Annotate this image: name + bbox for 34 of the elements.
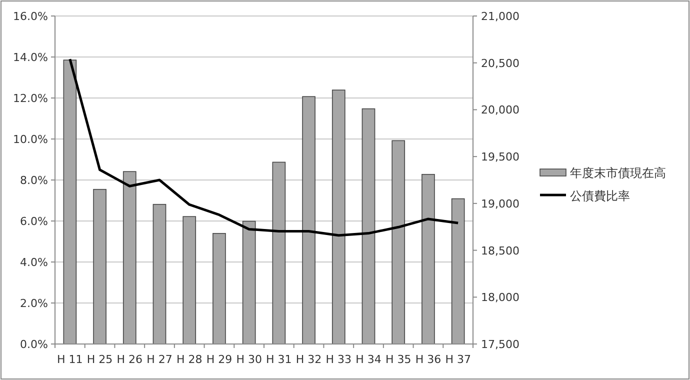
y-tick-label: 2.0% — [20, 297, 48, 310]
x-tick-label: H 34 — [356, 353, 382, 366]
y-tick-label: 16.0% — [13, 10, 48, 23]
y-tick-label: 14.0% — [13, 51, 48, 64]
x-tick-label: H 37 — [445, 353, 471, 366]
x-tick-label: H 36 — [415, 353, 442, 366]
y2-tick-label: 19,000 — [481, 197, 520, 210]
x-tick-label: H 31 — [266, 353, 292, 366]
legend-label: 年度末市債現在高 — [570, 166, 666, 180]
line-series — [68, 58, 460, 237]
x-tick-label: H 26 — [116, 353, 143, 366]
y2-tick-label: 18,500 — [481, 244, 520, 258]
y-tick-label: 6.0% — [20, 215, 48, 228]
x-tick-label: H 33 — [326, 353, 352, 366]
x-tick-label: H 27 — [146, 353, 172, 366]
y2-tick-label: 19,500 — [481, 150, 520, 164]
legend-label: 公債費比率 — [570, 189, 630, 203]
y2-tick-label: 18,000 — [481, 291, 520, 304]
y2-tick-label: 21,000 — [481, 10, 520, 23]
x-tick-label: H 29 — [206, 353, 232, 366]
x-tick-label: H 28 — [176, 353, 202, 366]
x-tick-label: H 30 — [236, 353, 262, 366]
x-tick-label: H 32 — [296, 353, 322, 366]
x-tick-label: H 11 — [57, 353, 83, 366]
x-tick-label: H 25 — [86, 353, 113, 366]
y-tick-label: 8.0% — [20, 174, 48, 187]
y-tick-label: 10.0% — [13, 133, 48, 146]
y-tick-label: 0.0% — [20, 338, 48, 351]
y2-tick-label: 20,000 — [481, 104, 520, 117]
y-tick-label: 4.0% — [20, 256, 48, 269]
y2-tick-label: 20,500 — [481, 56, 520, 70]
x-tick-label: H 35 — [385, 353, 412, 366]
y2-tick-label: 17,500 — [481, 338, 520, 351]
y-tick-label: 12.0% — [13, 92, 48, 105]
